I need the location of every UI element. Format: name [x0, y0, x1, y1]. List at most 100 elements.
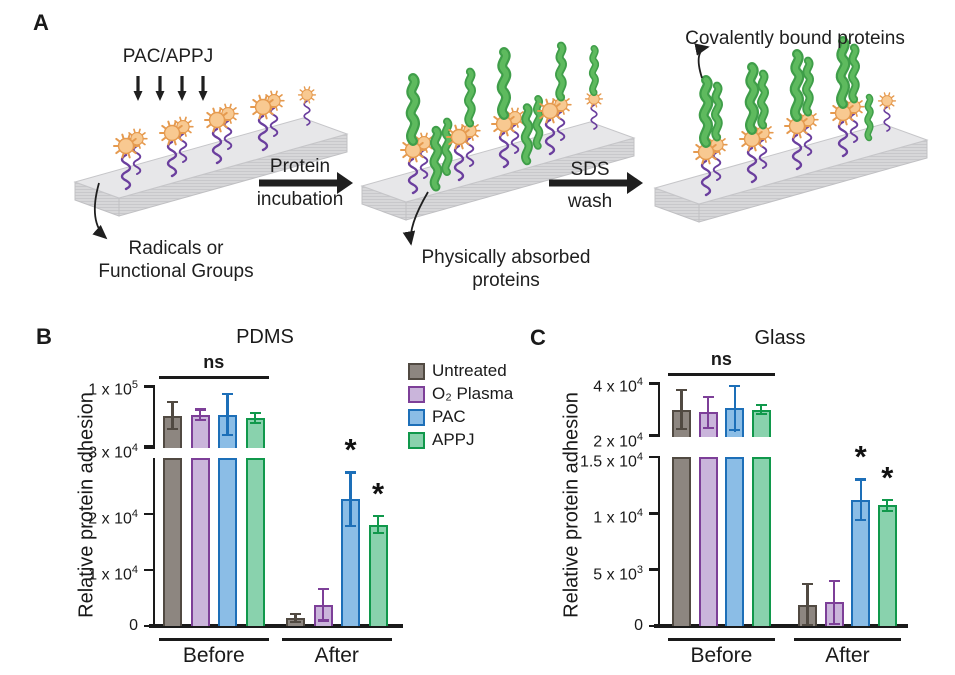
panel-a-schematic: A PAC/APPJ Protein incubatio: [33, 10, 928, 291]
error-bar-cap: [194, 418, 206, 421]
radicals-label-line2: Functional Groups: [98, 261, 253, 282]
error-bar: [733, 384, 736, 432]
error-bar: [253, 411, 257, 425]
error-bar-cap: [317, 619, 329, 622]
bar-APPJ-before: [245, 458, 265, 626]
error-bar-cap: [372, 531, 384, 535]
significance-star: *: [371, 476, 385, 512]
x-axis-baseline: [149, 624, 403, 628]
error-bar-cap: [676, 388, 687, 392]
y-axis-tick-label: 5 x 103: [593, 563, 643, 583]
step2-label-line2: wash: [567, 191, 612, 212]
y-axis-tick: [649, 624, 660, 628]
axis-bracket-stub: [144, 385, 155, 388]
y-axis-tick: [144, 624, 155, 628]
panel-b-plot-area: 1 x 105 0 1 x 104 2 x 104 3 x 104 * * ns Before A…: [88, 320, 485, 675]
protein-incubation-arrow: [259, 172, 353, 194]
error-bar-cap: [222, 434, 233, 437]
group-label-before: Before: [182, 644, 245, 667]
radicals-label-line1: Radicals or: [128, 238, 224, 259]
y-axis-upper-segment: [152, 385, 155, 448]
error-bar: [680, 388, 683, 431]
bar-PAC-before: [725, 457, 745, 626]
error-bar-cap: [345, 525, 356, 528]
panel-c-title: Glass: [754, 327, 806, 349]
error-bar-cap: [194, 408, 206, 411]
error-bar-cap: [702, 395, 714, 398]
error-bar-cap: [345, 471, 356, 474]
legend: Untreated O₂ Plasma PAC APPJ: [408, 362, 513, 454]
group-underline: [282, 638, 392, 642]
x-axis-baseline: [654, 624, 908, 628]
error-bar-cap: [828, 579, 840, 582]
ns-bracket-line: [159, 376, 269, 380]
legend-swatch-icon: [408, 408, 425, 426]
panel-c-chart: C Glass Relative protein adhesion 2 x 10…: [520, 320, 955, 675]
treatment-arrows-icon: [133, 76, 208, 101]
panel-a-label: A: [33, 10, 49, 35]
significance-star: *: [854, 439, 867, 475]
y-axis-tick: [144, 512, 155, 516]
bar-APPJ-after: [368, 524, 388, 626]
y-axis-tick-label: 0: [634, 617, 643, 634]
covalent-label: Covalently bound proteins: [685, 28, 905, 49]
error-bar: [349, 471, 352, 528]
axis-bracket-stub: [649, 382, 660, 385]
error-bar-cap: [755, 404, 767, 407]
error-bar-cap: [290, 621, 301, 624]
y-axis-tick-label: 1 x 105: [88, 379, 138, 399]
group-underline: [159, 638, 269, 642]
group-underline: [668, 638, 775, 642]
radicals-annotation-arrow: [92, 182, 108, 240]
group-label-before: Before: [690, 644, 753, 667]
axis-bracket-stub: [649, 434, 660, 437]
error-bar-cap: [881, 510, 893, 513]
y-axis-tick: [649, 512, 660, 515]
error-bar: [859, 478, 862, 522]
legend-swatch-icon: [408, 385, 425, 403]
step1-label-line2: incubation: [257, 189, 344, 210]
error-bar: [707, 395, 710, 429]
bar-APPJ-before: [751, 457, 771, 626]
error-bar-cap: [855, 519, 867, 522]
bar-OPlasma-before: [698, 457, 718, 626]
error-bar-cap: [855, 478, 867, 481]
y-axis-tick-label: 1.5 x 104: [579, 451, 643, 471]
error-bar: [760, 404, 763, 415]
error-bar-cap: [167, 427, 178, 430]
panel-b-chart: B PDMS Relative protein adhesion 1 x 105…: [30, 320, 485, 675]
legend-label: PAC: [432, 407, 466, 426]
error-bar: [171, 401, 174, 430]
error-bar-cap: [249, 421, 261, 425]
group-label-after: After: [825, 644, 870, 667]
error-bar-cap: [729, 384, 741, 387]
error-bar: [294, 613, 297, 624]
error-bar-cap: [372, 515, 384, 518]
significance-star: *: [881, 459, 894, 495]
legend-item-pac: PAC: [408, 408, 513, 426]
panel-c-plot-area: 2 x 104 4 x 104 0 5 x 103 1 x 104 1.5 x 104 * *…: [580, 320, 955, 675]
group-label-after: After: [314, 644, 359, 667]
error-bar: [226, 393, 229, 437]
significance-star: *: [344, 432, 357, 468]
legend-swatch-icon: [408, 431, 425, 449]
error-bar-cap: [167, 401, 178, 404]
error-bar-cap: [729, 429, 741, 432]
error-bar-cap: [828, 622, 840, 625]
legend-label: APPJ: [432, 430, 475, 449]
y-axis-tick-label: 3 x 104: [88, 442, 138, 462]
error-bar-cap: [802, 583, 813, 586]
legend-label: O₂ Plasma: [432, 384, 514, 403]
y-axis-lower-segment: [152, 458, 155, 626]
bar-Untreated-before: [672, 457, 691, 626]
y-axis-tick: [144, 446, 155, 450]
error-bar: [886, 498, 889, 513]
error-bar-cap: [290, 613, 301, 616]
legend-item-appj: APPJ: [408, 431, 513, 449]
y-axis-tick-label: 2 x 104: [88, 508, 138, 528]
y-axis-tick: [649, 455, 660, 459]
panel-b-label: B: [36, 324, 52, 349]
absorbed-annotation-arrow: [402, 191, 429, 246]
y-axis-tick-label: 4 x 104: [593, 376, 643, 396]
